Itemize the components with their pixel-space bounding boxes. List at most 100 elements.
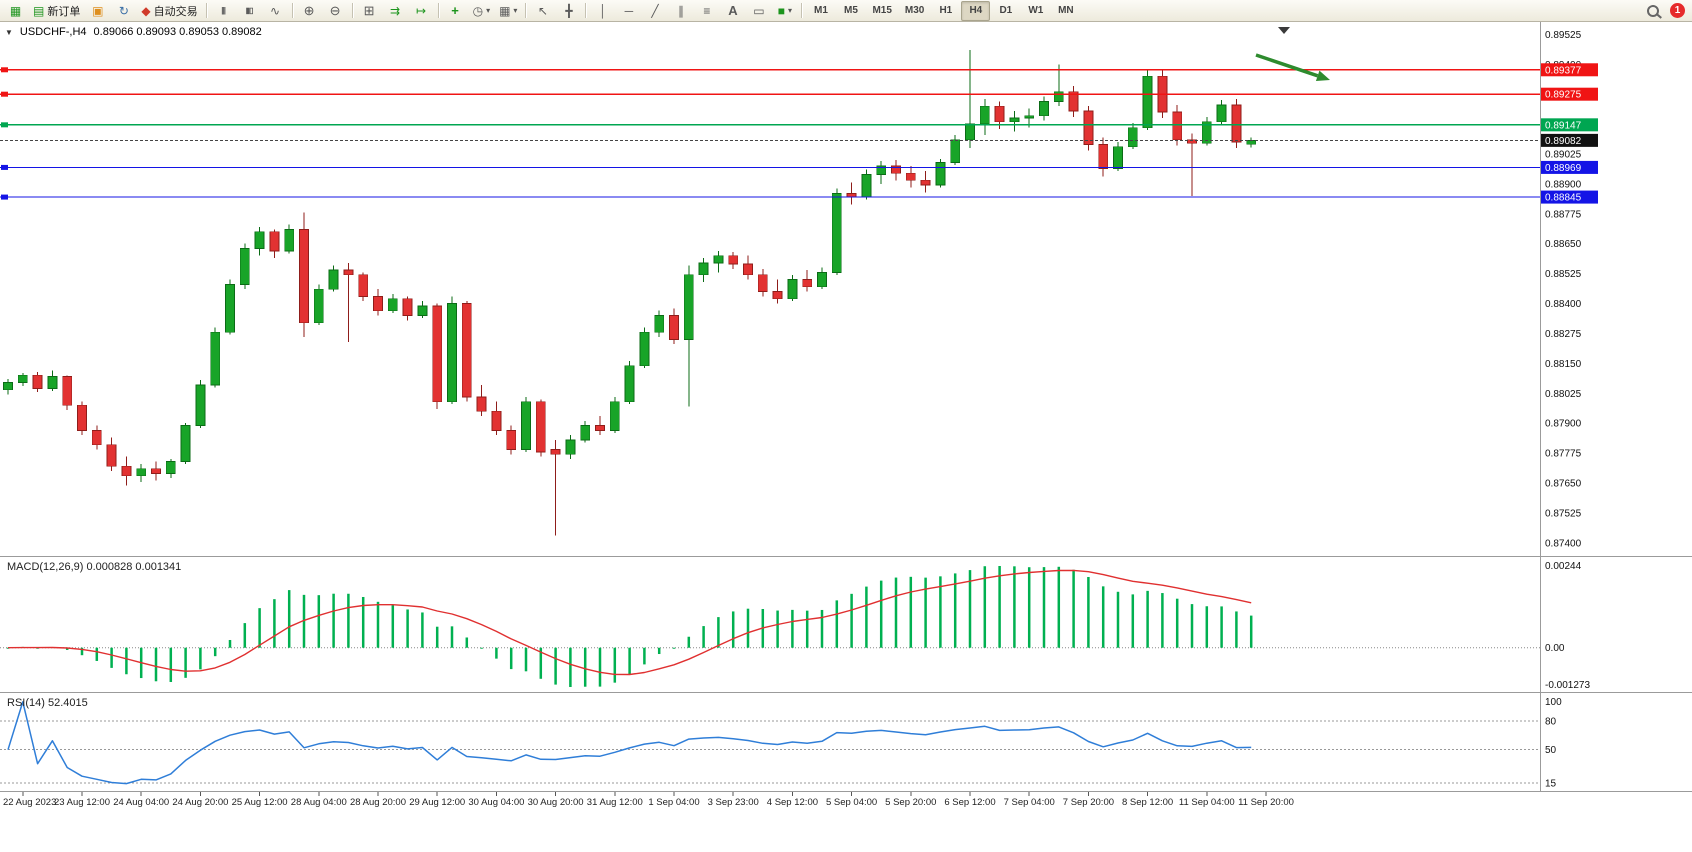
candle-body	[313, 288, 324, 324]
new-order-button-label: 新订单	[47, 5, 81, 18]
periods-button[interactable]: ◷ ▾	[469, 1, 495, 21]
macd-histogram-bar	[554, 647, 557, 685]
candles-view-icon: ▮▯	[245, 5, 254, 15]
candle-body	[728, 255, 739, 265]
macd-histogram-bar	[717, 617, 720, 648]
label-button[interactable]: ▭	[746, 1, 771, 21]
indicators-icon: +	[451, 3, 459, 18]
macd-histogram-bar	[672, 647, 676, 649]
candle-body	[654, 315, 665, 333]
price-axis-label: 0.89525	[1545, 30, 1582, 41]
chart-canvas[interactable]: 0.895250.894000.892750.891500.890250.889…	[0, 22, 1692, 812]
bid-price-label-text: 0.89082	[1545, 136, 1582, 147]
time-axis-label: 22 Aug 2023	[3, 797, 56, 808]
price-line-label-text: 0.88845	[1545, 193, 1582, 204]
tf-w1-button[interactable]: W1	[1028, 5, 1044, 16]
rsi-scale-label: 15	[1545, 779, 1557, 790]
text-button[interactable]: A	[720, 1, 745, 21]
candle-body	[757, 274, 768, 292]
price-axis-label: 0.87650	[1545, 479, 1582, 490]
new-chart-button[interactable]: ▦	[3, 1, 28, 21]
price-line-label	[1541, 118, 1598, 132]
macd-histogram-bar	[850, 593, 853, 648]
horizontal-line-button[interactable]: ─	[616, 1, 641, 21]
vertical-line-button[interactable]: │	[590, 1, 615, 21]
tf-m1-button[interactable]: M1	[813, 5, 828, 16]
macd-histogram-bar	[465, 637, 469, 648]
line-anchor-marker[interactable]	[1, 122, 8, 128]
chart-shift-marker[interactable]	[1278, 27, 1290, 34]
candle-body	[165, 461, 176, 474]
zoom-in-button[interactable]: ⊕	[297, 1, 322, 21]
notifications-badge[interactable]: 1	[1670, 3, 1685, 18]
candle-body	[698, 262, 709, 276]
templates-icon: ▦	[499, 3, 511, 18]
macd-histogram-bar	[332, 593, 335, 648]
tf-h1-button[interactable]: H1	[939, 5, 953, 16]
macd-histogram-bar	[983, 566, 987, 648]
line-anchor-marker[interactable]	[1, 164, 8, 170]
candle-body	[239, 248, 250, 285]
tf-m30-button[interactable]: M30	[904, 5, 925, 16]
candle-body	[180, 425, 191, 462]
crosshair-button[interactable]: ╋	[556, 1, 581, 21]
chart-area[interactable]: ▼ USDCHF-,H4 0.89066 0.89093 0.89053 0.8…	[0, 22, 1692, 812]
macd-histogram-bar	[820, 609, 824, 648]
search-button[interactable]	[1640, 1, 1665, 21]
macd-histogram-bar	[391, 604, 395, 648]
macd-histogram-bar	[598, 647, 602, 687]
tile-windows-button[interactable]: ⊞	[357, 1, 382, 21]
auto-scroll-button[interactable]: ⇉	[383, 1, 408, 21]
auto-scroll-icon: ⇉	[390, 3, 401, 18]
tf-h4-button[interactable]: H4	[961, 0, 991, 21]
shapes-button[interactable]: ■ ▾	[772, 1, 797, 21]
candle-body	[225, 284, 235, 333]
time-axis-label: 3 Sep 23:00	[708, 797, 759, 808]
fibonacci-button[interactable]: ≡	[694, 1, 719, 21]
zoom-out-button[interactable]: ⊖	[323, 1, 348, 21]
tf-d1-button[interactable]: D1	[999, 5, 1013, 16]
macd-histogram-bar	[1027, 567, 1031, 648]
toolbar-separator	[525, 3, 527, 18]
profiles-button[interactable]: ▣	[85, 1, 110, 21]
trendline-button[interactable]: ╱	[642, 1, 667, 21]
indicators-button[interactable]: +	[443, 1, 468, 21]
tf-m5-button[interactable]: M5	[843, 5, 858, 16]
refresh-button[interactable]: ↻	[111, 1, 136, 21]
symbol-title: USDCHF-,H4	[19, 26, 87, 38]
line-anchor-marker[interactable]	[1, 67, 8, 73]
candle-body	[639, 331, 650, 367]
one-click-collapse-icon[interactable]: ▼	[5, 27, 13, 37]
autotrading-button[interactable]: ◆ 自动交易	[137, 1, 201, 21]
candle-body	[417, 305, 428, 316]
time-axis-label: 5 Sep 04:00	[826, 797, 877, 808]
macd-histogram-bar	[643, 647, 646, 665]
candle-body	[269, 231, 280, 252]
templates-button[interactable]: ▦ ▾	[495, 1, 521, 21]
candle-body	[1009, 117, 1020, 123]
line-anchor-marker[interactable]	[1, 194, 8, 200]
channel-button[interactable]: ∥	[668, 1, 693, 21]
arrow-annotation[interactable]	[1255, 53, 1319, 78]
candle-body	[447, 303, 457, 403]
bars-view-button[interactable]: |||	[211, 1, 236, 21]
chart-shift-button[interactable]: ↦	[409, 1, 434, 21]
time-axis-label: 28 Aug 20:00	[350, 797, 406, 808]
chevron-down-icon: ▾	[513, 6, 518, 15]
bars-view-icon: |||	[221, 5, 226, 15]
time-axis-label: 7 Sep 20:00	[1063, 797, 1114, 808]
candle-body	[195, 384, 206, 426]
candles-view-button[interactable]: ▮▯	[237, 1, 262, 21]
candle-body	[106, 444, 117, 467]
arrow-annotation-head[interactable]	[1315, 70, 1330, 82]
tf-mn-button[interactable]: MN	[1058, 5, 1074, 16]
rsi-scale-label: 80	[1545, 717, 1557, 728]
tf-m15-button[interactable]: M15	[872, 5, 892, 16]
candle-body	[1246, 139, 1257, 145]
cursor-button[interactable]: ↖	[530, 1, 555, 21]
refresh-icon: ↻	[118, 3, 129, 18]
line-anchor-marker[interactable]	[1, 91, 8, 97]
line-view-button[interactable]: ∿	[263, 1, 288, 21]
new-order-button[interactable]: ▤ 新订单	[29, 1, 84, 21]
candle-body	[343, 269, 354, 276]
